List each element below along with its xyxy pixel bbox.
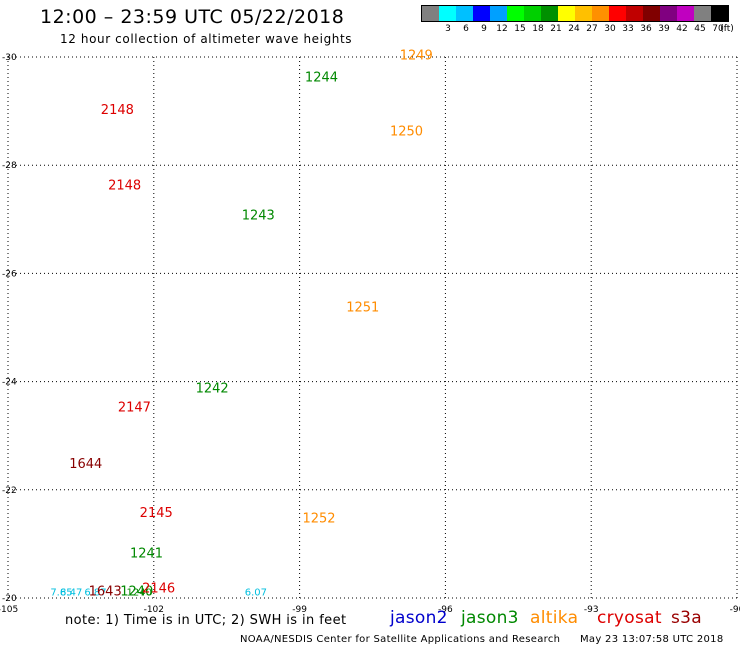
legend-item-altika: altika <box>530 608 579 628</box>
color-swatch <box>524 6 541 21</box>
color-swatch <box>490 6 507 21</box>
pass-label: 2148 <box>108 179 141 194</box>
color-swatch <box>660 6 677 21</box>
color-scale-labels: (ft) 3 6 9 12 15 18 21 24 27 30 33 36 39 42 45 70 <box>421 22 734 36</box>
color-scale-tick: 15 <box>514 24 526 34</box>
pass-label: 1240 <box>120 584 153 599</box>
color-scale-tick: 3 <box>445 24 451 34</box>
credit-line: NOAA/NESDIS Center for Satellite Applica… <box>240 634 561 645</box>
y-tick-label: -24 <box>2 378 17 388</box>
color-scale-tick: 33 <box>622 24 634 34</box>
pass-label: 2148 <box>101 103 134 118</box>
pass-label: 2145 <box>140 506 173 521</box>
data-point: 1240 <box>126 587 151 598</box>
color-swatch <box>643 6 660 21</box>
color-swatch <box>456 6 473 21</box>
pass-label: 1251 <box>346 300 379 315</box>
data-point: 6.07 <box>245 587 267 598</box>
color-swatch <box>677 6 694 21</box>
color-swatch <box>575 6 592 21</box>
color-scale-tick: 70 <box>712 24 724 34</box>
color-swatch <box>626 6 643 21</box>
pass-label: 1252 <box>302 511 335 526</box>
pass-label: 1250 <box>390 124 423 139</box>
legend-item-cryosat: cryosat <box>597 608 662 628</box>
color-swatch <box>439 6 456 21</box>
color-swatch <box>473 6 490 21</box>
color-scale-tick: 21 <box>550 24 562 34</box>
x-tick-label: -105 <box>0 605 18 615</box>
color-swatch <box>711 6 728 21</box>
color-swatch <box>592 6 609 21</box>
color-scale-tick: 24 <box>568 24 580 34</box>
color-scale-tick: 39 <box>658 24 670 34</box>
pass-label: 1241 <box>130 546 163 561</box>
y-tick-label: -30 <box>2 53 17 63</box>
color-swatch <box>422 6 439 21</box>
y-tick-label: -28 <box>2 161 17 171</box>
generated-timestamp: May 23 13:07:58 UTC 2018 <box>580 634 724 645</box>
color-scale-tick: 9 <box>481 24 487 34</box>
color-swatch <box>609 6 626 21</box>
y-tick-label: -22 <box>2 486 17 496</box>
color-swatch <box>507 6 524 21</box>
chart-title: 12:00 – 23:59 UTC 05/22/2018 <box>40 6 345 28</box>
color-scale-tick: 36 <box>640 24 652 34</box>
color-scale-tick: 27 <box>586 24 598 34</box>
color-scale-tick: 30 <box>604 24 616 34</box>
legend-item-jason3: jason3 <box>461 608 519 628</box>
x-tick-label: -102 <box>144 605 164 615</box>
pass-label: 1242 <box>196 381 229 396</box>
x-tick-label: -96 <box>438 605 453 615</box>
footnote: note: 1) Time is in UTC; 2) SWH is in fe… <box>65 613 347 628</box>
pass-label: 1243 <box>242 208 275 223</box>
color-swatch <box>541 6 558 21</box>
pass-label: 1244 <box>305 70 338 85</box>
data-point: 7.65 <box>50 587 72 598</box>
color-scale-swatches <box>421 5 729 22</box>
color-scale-tick: 12 <box>496 24 508 34</box>
x-tick-label: -93 <box>584 605 599 615</box>
chart-subtitle: 12 hour collection of altimeter wave hei… <box>60 32 353 46</box>
data-point: 8.47 <box>60 587 82 598</box>
color-scale-tick: 18 <box>532 24 544 34</box>
color-scale-tick: 42 <box>676 24 688 34</box>
pass-label: 2146 <box>142 582 175 597</box>
y-tick-label: -26 <box>2 269 17 279</box>
color-scale: (ft) 3 6 9 12 15 18 21 24 27 30 33 36 39 42 45 70 <box>421 5 734 36</box>
pass-label: 1644 <box>69 457 102 472</box>
color-scale-tick: 45 <box>694 24 706 34</box>
color-scale-unit: (ft) <box>720 24 734 34</box>
pass-label: 2147 <box>118 400 151 415</box>
x-tick-label: -99 <box>292 605 307 615</box>
pass-label: 1249 <box>400 49 433 64</box>
legend-item-jason2: jason2 <box>390 608 448 628</box>
color-swatch <box>694 6 711 21</box>
data-point: 6.87 <box>84 587 106 598</box>
legend-item-s3a: s3a <box>671 608 702 628</box>
x-tick-label: -90 <box>730 605 740 615</box>
color-scale-tick: 6 <box>463 24 469 34</box>
color-swatch <box>558 6 575 21</box>
pass-label: 1643 <box>89 584 122 599</box>
y-tick-label: -20 <box>2 594 17 604</box>
